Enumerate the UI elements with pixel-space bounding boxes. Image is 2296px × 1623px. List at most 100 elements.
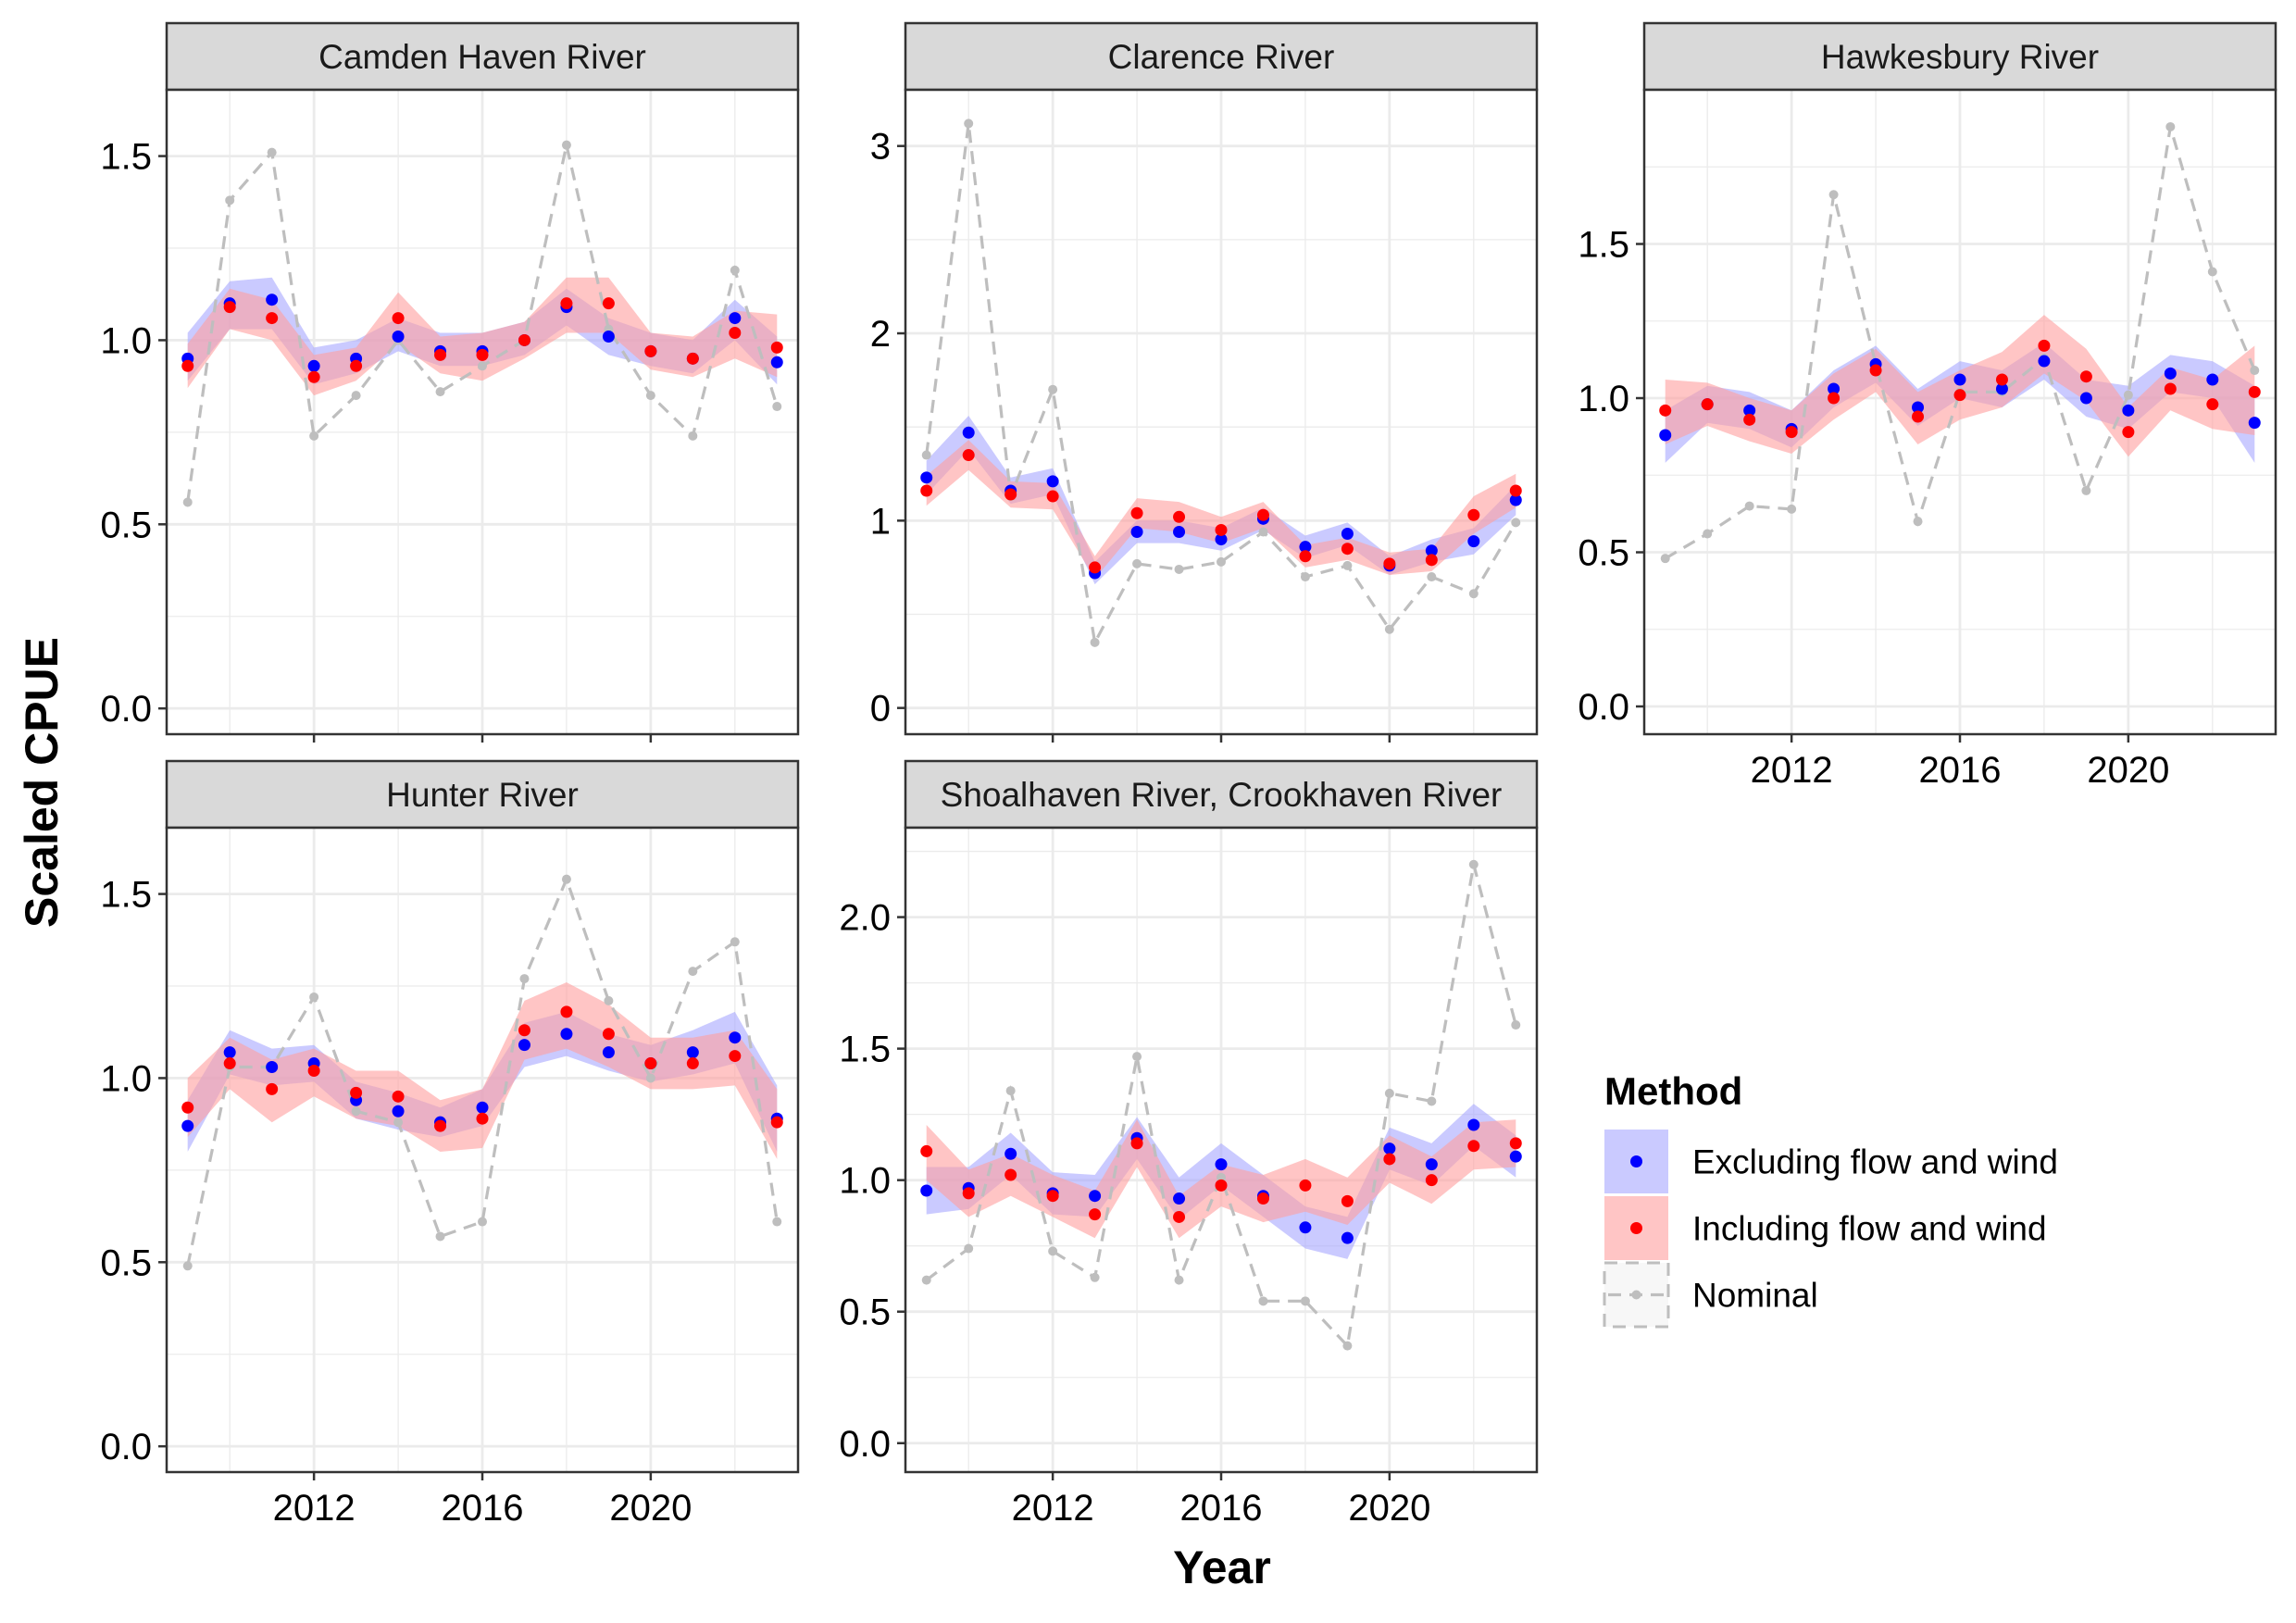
- including-point: [392, 1090, 405, 1103]
- including-point: [1828, 392, 1841, 405]
- excluding-point: [602, 330, 615, 343]
- legend-point: [1630, 1155, 1642, 1167]
- y-tick-label: 1.5: [839, 1030, 891, 1070]
- nominal-point: [1468, 589, 1479, 599]
- excluding-point: [920, 1184, 933, 1197]
- excluding-point: [1425, 544, 1438, 557]
- including-point: [920, 484, 933, 497]
- excluding-point: [1341, 528, 1354, 541]
- nominal-line: [925, 864, 1517, 1350]
- excluding-point: [1130, 525, 1143, 538]
- nominal-point: [1511, 518, 1521, 528]
- nominal-point: [2165, 121, 2176, 131]
- excluding-point: [686, 1046, 699, 1059]
- including-point: [476, 1112, 489, 1125]
- including-point: [1130, 506, 1143, 519]
- including-point: [1341, 543, 1354, 556]
- facet-strip: [1642, 21, 2277, 92]
- excluding-point: [1299, 541, 1312, 554]
- including-point: [729, 326, 742, 339]
- excluding-point: [1046, 475, 1059, 488]
- excluding-point: [2079, 392, 2092, 405]
- including-point: [560, 1005, 573, 1018]
- x-tick-label: 2016: [1180, 1488, 1263, 1529]
- y-tick-label: 1: [870, 501, 891, 542]
- including-point: [1509, 484, 1522, 497]
- ribbon-excluding: [926, 416, 1516, 585]
- excluding-point: [1509, 493, 1522, 506]
- including-point: [1467, 1140, 1480, 1153]
- legend-title: Method: [1604, 1069, 1742, 1113]
- nominal-point: [182, 497, 193, 507]
- including-point: [602, 1028, 615, 1041]
- facet-title: Shoalhaven River, Crookhaven River: [941, 776, 1503, 814]
- nominal-point: [351, 1106, 361, 1117]
- nominal-point: [772, 1217, 782, 1227]
- excluding-point: [1912, 401, 1925, 414]
- data-layer: [920, 859, 1522, 1351]
- including-point: [644, 1057, 657, 1070]
- including-point: [434, 1119, 447, 1132]
- excluding-point: [602, 1046, 615, 1059]
- y-tick-label: 0.5: [1578, 533, 1629, 574]
- x-tick-label: 2012: [1751, 750, 1833, 791]
- excluding-point: [1743, 404, 1756, 417]
- including-point: [1383, 557, 1396, 570]
- nominal-point: [964, 119, 974, 129]
- ribbon-including: [187, 982, 778, 1159]
- y-tick-label: 1.5: [1578, 225, 1629, 266]
- nominal-point: [1005, 1086, 1016, 1096]
- nominal-point: [561, 140, 571, 150]
- nominal-point: [1703, 529, 1713, 539]
- including-point: [181, 359, 194, 372]
- excluding-point: [1509, 1150, 1522, 1163]
- y-tick-label: 0.5: [100, 505, 152, 545]
- facet-title: Clarence River: [1108, 38, 1335, 76]
- including-point: [1341, 1194, 1354, 1207]
- nominal-point: [1744, 501, 1754, 511]
- facet-title: Hunter River: [386, 776, 579, 814]
- excluding-point: [1995, 382, 2008, 395]
- legend-label: Excluding flow and wind: [1692, 1143, 2058, 1181]
- nominal-point: [1132, 558, 1142, 568]
- including-point: [1953, 389, 1966, 402]
- including-point: [962, 449, 975, 462]
- y-tick-label: 3: [870, 127, 891, 168]
- excluding-point: [1341, 1231, 1354, 1244]
- x-tick-label: 2020: [2087, 750, 2169, 791]
- including-point: [729, 1050, 742, 1063]
- excluding-point: [181, 1119, 194, 1132]
- nominal-point: [1427, 1096, 1437, 1106]
- x-tick-label: 2016: [442, 1488, 524, 1529]
- including-point: [1912, 410, 1925, 423]
- including-point: [1425, 1174, 1438, 1187]
- nominal-point: [393, 1117, 404, 1128]
- nominal-point: [1913, 517, 1923, 527]
- panel-hawkesbury-river: Hawkesbury River 0.0 0.5 1.0 1.5 2012 2016 2020: [1578, 21, 2277, 791]
- including-point: [2248, 385, 2261, 398]
- nominal-point: [645, 391, 655, 401]
- including-point: [1256, 1192, 1269, 1205]
- excluding-point: [1467, 535, 1480, 548]
- nominal-line: [186, 875, 779, 1267]
- excluding-point: [729, 312, 742, 325]
- excluding-point: [2164, 367, 2177, 380]
- nominal-point: [1384, 1088, 1394, 1098]
- excluding-point: [770, 356, 783, 368]
- nominal-point: [2250, 366, 2260, 376]
- nominal-point: [267, 147, 277, 157]
- x-tick-label: 2012: [273, 1488, 356, 1529]
- excluding-point: [2038, 355, 2051, 368]
- nominal-point: [519, 974, 530, 984]
- including-point: [1299, 1179, 1312, 1192]
- including-point: [181, 1101, 194, 1114]
- grid: [905, 90, 1537, 734]
- including-point: [686, 352, 699, 365]
- including-point: [266, 312, 279, 325]
- including-point: [770, 1116, 783, 1129]
- including-point: [1467, 508, 1480, 521]
- ribbon-including: [926, 440, 1516, 580]
- including-point: [1089, 561, 1102, 574]
- nominal-point: [1258, 1296, 1268, 1306]
- including-point: [392, 312, 405, 325]
